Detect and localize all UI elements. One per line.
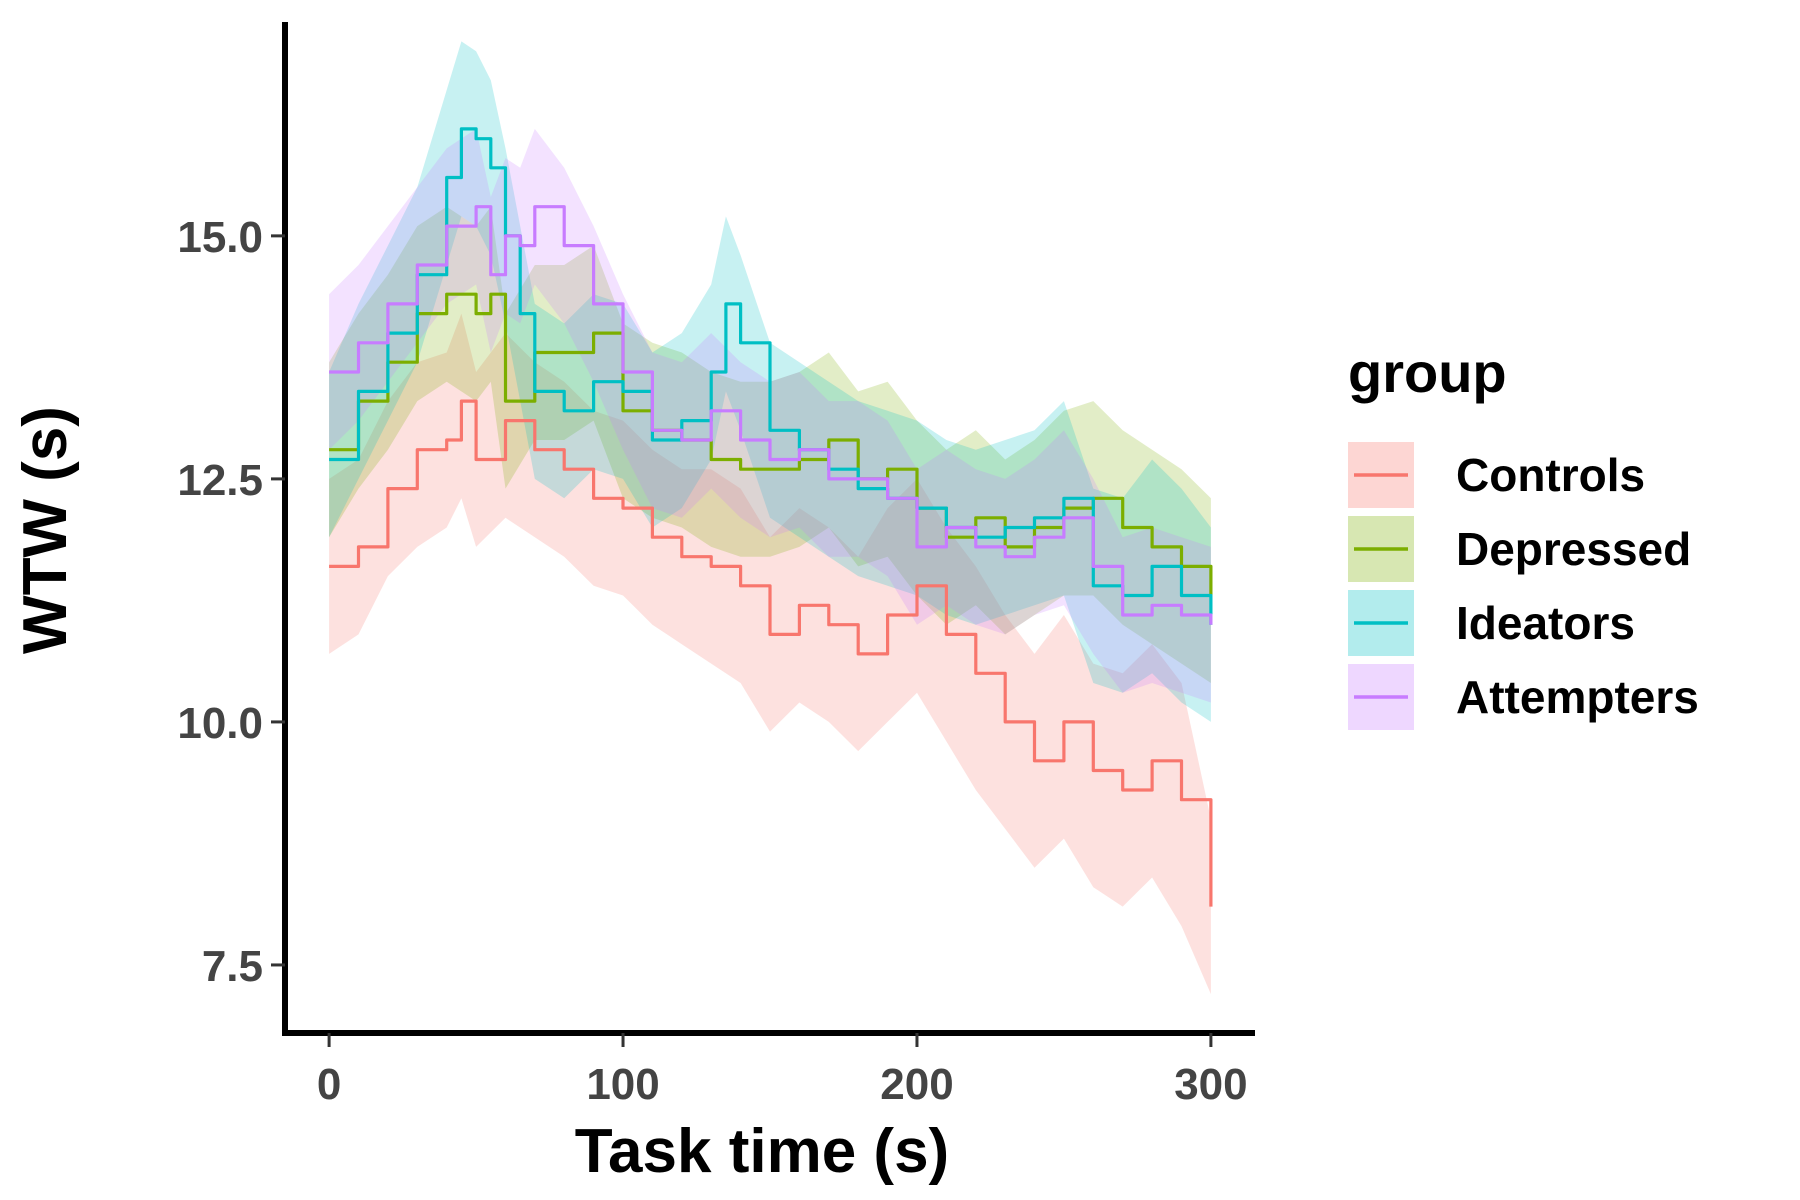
- y-tick-label: 7.5: [202, 942, 263, 991]
- legend-label-depressed: Depressed: [1456, 523, 1691, 575]
- y-axis-title: WTW (s): [11, 406, 80, 654]
- legend-label-attempters: Attempters: [1456, 671, 1699, 723]
- legend-label-ideators: Ideators: [1456, 597, 1635, 649]
- x-tick-label: 200: [880, 1060, 953, 1109]
- line-ideators: [329, 127, 1213, 625]
- legend-title: group: [1348, 341, 1507, 404]
- x-tick-label: 100: [586, 1060, 659, 1109]
- x-tick-label: 300: [1174, 1060, 1247, 1109]
- y-axis-ticks: 7.5 10.0 12.5 15.0: [177, 213, 285, 991]
- legend-label-controls: Controls: [1456, 449, 1645, 501]
- y-tick-label: 15.0: [177, 213, 263, 262]
- series-lines: [329, 127, 1213, 907]
- x-tick-label: 0: [317, 1060, 341, 1109]
- y-tick-label: 12.5: [177, 456, 263, 505]
- y-tick-label: 10.0: [177, 699, 263, 748]
- line-attempters: [329, 205, 1213, 625]
- line-controls: [329, 399, 1213, 907]
- band-controls: [329, 313, 1211, 995]
- legend: group Controls Depressed Ideators Attempter…: [1348, 341, 1699, 730]
- x-axis-title: Task time (s): [575, 1117, 949, 1186]
- x-axis-ticks: 0 100 200 300: [317, 1033, 1248, 1109]
